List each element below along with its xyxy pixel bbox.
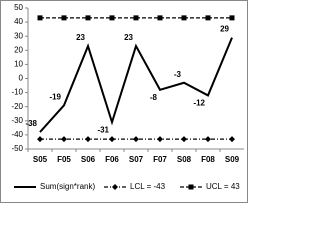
square-marker — [85, 15, 91, 21]
y-tick-label: 40 — [14, 17, 23, 26]
chart: -50 -40 -30 -20 -10 0 10 20 30 40 50 S05 F05 S06 F06 S0… — [0, 0, 248, 203]
x-tick-label: F07 — [153, 155, 167, 164]
y-tick-label: -10 — [11, 88, 23, 97]
diamond-marker — [205, 136, 211, 143]
x-tick-label: S05 — [33, 155, 48, 164]
legend-label: Sum(sign*rank) — [40, 182, 95, 191]
y-tick-label: -50 — [11, 144, 23, 153]
legend-label: UCL = 43 — [206, 182, 240, 191]
data-label: 23 — [76, 33, 85, 42]
data-label: -38 — [25, 119, 37, 128]
y-tick-label: 10 — [14, 60, 23, 69]
chart-border — [0, 0, 248, 203]
y-tick-label: 20 — [14, 45, 23, 54]
diamond-marker — [109, 136, 115, 143]
diamond-marker — [61, 136, 67, 143]
y-tick-label: 30 — [14, 31, 23, 40]
series-line — [39, 37, 233, 133]
data-label: -8 — [150, 93, 158, 102]
diamond-marker — [112, 184, 118, 190]
square-marker — [61, 15, 67, 21]
x-tick-label: S07 — [129, 155, 144, 164]
x-tick-label: F05 — [57, 155, 71, 164]
square-marker — [37, 15, 43, 21]
data-label: -12 — [193, 99, 205, 108]
data-label: 29 — [220, 25, 229, 34]
square-marker — [133, 15, 139, 21]
square-marker — [157, 15, 163, 21]
legend-label: LCL = -43 — [130, 182, 166, 191]
y-tick-label: -40 — [11, 130, 23, 139]
x-tick-label: S08 — [177, 155, 192, 164]
diamond-marker — [133, 136, 139, 143]
square-marker — [181, 15, 187, 21]
square-marker — [229, 15, 235, 21]
square-marker — [109, 15, 115, 21]
x-tick-label: S06 — [81, 155, 96, 164]
data-label: -31 — [97, 125, 109, 134]
diamond-marker — [229, 136, 235, 143]
data-label: 23 — [124, 33, 133, 42]
x-tick-label: S09 — [225, 155, 240, 164]
y-tick-label: 50 — [14, 3, 23, 12]
data-label: -19 — [49, 92, 61, 101]
x-tick-label: F06 — [105, 155, 119, 164]
y-tick-label: -30 — [11, 116, 23, 125]
diamond-marker — [181, 136, 187, 143]
diamond-marker — [37, 136, 43, 143]
x-tick-label: F08 — [201, 155, 215, 164]
y-tick-label: 0 — [19, 74, 24, 83]
square-marker — [205, 15, 211, 21]
diamond-marker — [85, 136, 91, 143]
data-label: -3 — [174, 70, 182, 79]
y-tick-label: -20 — [11, 102, 23, 111]
diamond-marker — [157, 136, 163, 143]
square-marker — [188, 184, 194, 190]
